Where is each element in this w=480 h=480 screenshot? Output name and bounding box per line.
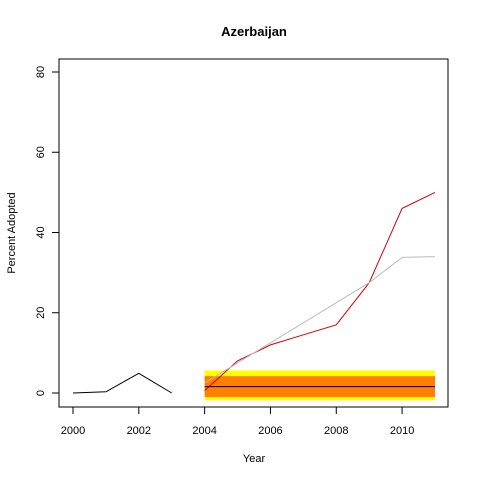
series-line-2: [204, 256, 436, 384]
series-line-1: [204, 191, 436, 391]
y-tick-label: 80: [35, 66, 47, 78]
y-tick-label: 40: [35, 226, 47, 238]
plot-frame: [58, 58, 449, 408]
y-tick-label: 20: [35, 307, 47, 319]
x-tick-label: 2008: [324, 425, 348, 437]
x-tick-label: 2006: [258, 425, 282, 437]
series-line-0: [72, 372, 172, 394]
series-layer: [72, 191, 436, 394]
y-axis: 0 20 40 60 80: [35, 66, 60, 396]
x-tick-label: 2002: [127, 425, 151, 437]
x-tick-label: 2010: [390, 425, 414, 437]
x-tick-label: 2004: [192, 425, 216, 437]
chart-title: Azerbaijan: [221, 24, 287, 39]
x-axis: 2000 2002 2004 2006 2008 2010: [61, 406, 414, 437]
y-axis-label: Percent Adopted: [6, 192, 18, 273]
y-tick-label: 60: [35, 146, 47, 158]
bands-layer: [204, 370, 435, 401]
x-axis-label: Year: [243, 453, 266, 465]
x-tick-label: 2000: [61, 425, 85, 437]
y-tick-label: 0: [35, 390, 47, 396]
